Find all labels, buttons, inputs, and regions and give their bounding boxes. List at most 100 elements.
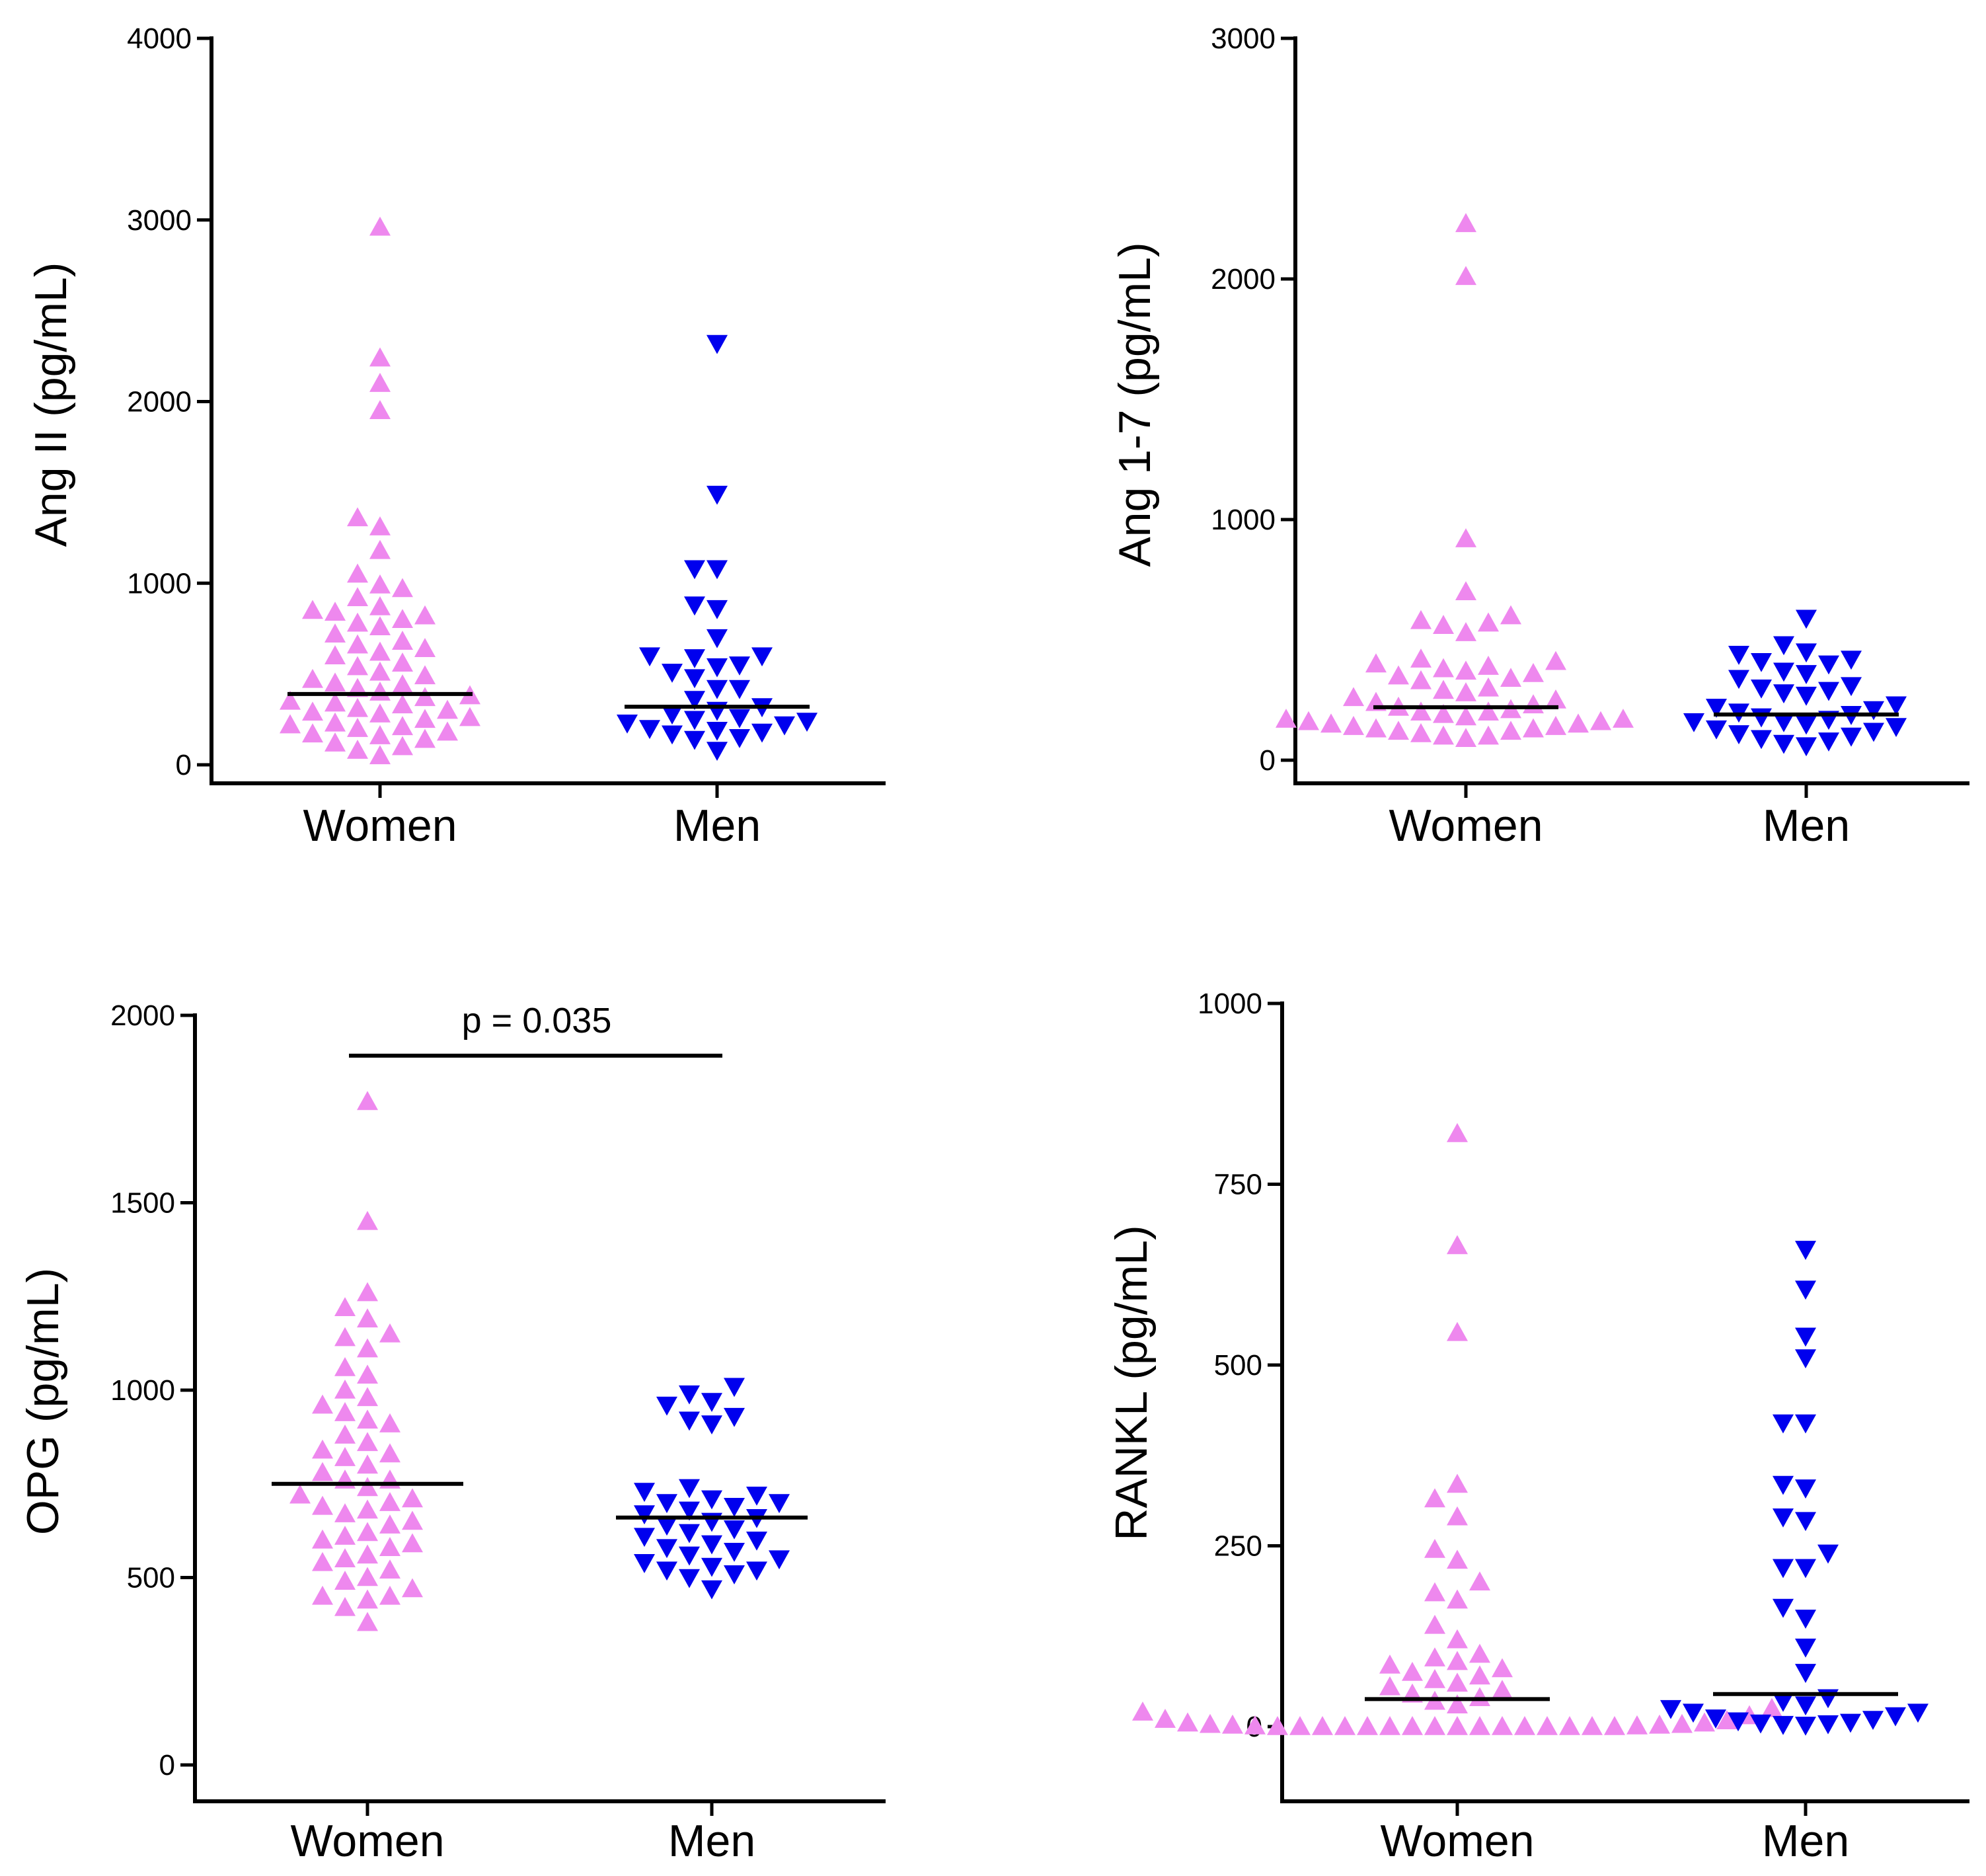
data-point-women <box>392 652 413 672</box>
data-point-men <box>656 1516 677 1536</box>
data-point-men <box>707 600 728 619</box>
panel-ang-ii: Ang II (pg/mL) 0 1000 2000 3000 4000 Women Men <box>26 22 886 851</box>
data-point-women <box>1492 1680 1513 1700</box>
data-point-women <box>347 634 368 654</box>
data-point-men <box>751 723 773 743</box>
data-point-women <box>1447 1716 1468 1735</box>
panel-rankl: RANKL (pg/mL) 02505007501000WomenMen <box>1106 988 1969 1866</box>
data-point-men <box>1796 686 1817 706</box>
data-point-men <box>1796 643 1817 663</box>
data-point-women <box>1433 658 1454 678</box>
data-point-women <box>1379 1716 1400 1735</box>
data-point-men <box>769 1494 790 1514</box>
data-point-women <box>1155 1709 1176 1728</box>
data-point-men <box>1796 737 1817 757</box>
x-tick-label-women: Women <box>290 1816 444 1866</box>
data-point-men <box>1773 662 1794 682</box>
data-point-men <box>1751 730 1772 750</box>
data-point-women <box>347 740 368 759</box>
data-point-women <box>1222 1714 1243 1734</box>
y-tick-label: 1500 <box>110 1187 175 1220</box>
data-point-women <box>414 709 436 728</box>
data-point-women <box>334 1447 356 1466</box>
data-point-women <box>1716 1710 1738 1730</box>
data-point-women <box>312 1495 333 1515</box>
y-tick-label: 0 <box>1260 744 1276 777</box>
data-point-men <box>707 560 728 580</box>
data-point-men <box>634 1528 655 1547</box>
data-point-women <box>325 712 346 732</box>
data-point-women <box>392 609 413 628</box>
data-point-women <box>379 1413 401 1432</box>
data-point-women <box>414 638 436 657</box>
data-point-men <box>684 560 705 580</box>
data-point-men <box>769 1550 790 1570</box>
data-point-women <box>302 701 323 721</box>
data-point-men <box>1862 1711 1884 1731</box>
data-point-women <box>1469 1571 1490 1590</box>
y-tick-label: 3000 <box>1211 22 1276 55</box>
data-point-women <box>1289 1716 1311 1735</box>
data-point-women <box>325 602 346 621</box>
data-point-women <box>1545 716 1566 735</box>
data-point-men <box>724 1565 745 1584</box>
data-point-men <box>729 680 750 699</box>
data-point-women <box>1469 1716 1490 1735</box>
data-point-women <box>1523 694 1544 714</box>
data-point-women <box>1469 1665 1490 1685</box>
data-point-women <box>1478 612 1499 632</box>
y-axis-label: RANKL (pg/mL) <box>1106 1225 1157 1540</box>
data-point-men <box>662 705 683 725</box>
data-point-women <box>357 1544 378 1564</box>
data-point-men <box>746 1561 767 1581</box>
data-point-women <box>1177 1712 1198 1732</box>
data-point-women <box>1447 1122 1468 1142</box>
data-point-men <box>634 1505 655 1525</box>
data-point-women <box>1478 701 1499 721</box>
data-point-men <box>1683 713 1704 732</box>
data-point-men <box>724 1497 745 1517</box>
data-point-women <box>402 1510 423 1530</box>
data-point-women <box>1132 1701 1153 1721</box>
data-point-women <box>369 641 391 661</box>
data-point-men <box>684 596 705 616</box>
data-point-men <box>1817 1689 1839 1709</box>
data-point-women <box>312 1529 333 1549</box>
data-point-women <box>302 600 323 619</box>
data-point-women <box>312 1439 333 1459</box>
data-point-women <box>1559 1716 1580 1735</box>
x-tick-label-women: Women <box>1380 1816 1534 1866</box>
y-axis-label: Ang II (pg/mL) <box>26 262 76 547</box>
data-point-women <box>312 1585 333 1605</box>
data-point-men <box>1751 652 1772 672</box>
data-point-women <box>1469 1643 1490 1663</box>
data-point-women <box>347 612 368 632</box>
data-point-women <box>1424 1488 1445 1508</box>
data-point-women <box>1694 1712 1715 1732</box>
data-point-women <box>357 1210 378 1230</box>
data-point-women <box>392 631 413 650</box>
data-point-men <box>751 647 773 667</box>
data-point-women <box>1424 1582 1445 1602</box>
data-point-men <box>1773 684 1794 704</box>
data-point-women <box>325 645 346 664</box>
data-point-men <box>1795 1610 1816 1629</box>
data-point-women <box>357 1091 378 1111</box>
data-point-women <box>1455 682 1476 701</box>
data-point-women <box>1447 1321 1468 1341</box>
data-point-women <box>325 732 346 752</box>
data-point-women <box>1357 1716 1378 1735</box>
y-axis-label: Ang 1-7 (pg/mL) <box>1110 242 1160 567</box>
data-point-men <box>684 711 705 730</box>
data-point-women <box>334 1327 356 1347</box>
data-point-women <box>379 1492 401 1511</box>
data-point-women <box>379 1585 401 1605</box>
y-tick-label: 1000 <box>110 1374 175 1407</box>
data-point-women <box>1447 1694 1468 1713</box>
data-point-men <box>724 1378 745 1397</box>
data-point-men <box>701 1580 722 1600</box>
data-point-women <box>392 674 413 693</box>
data-point-men <box>634 1554 655 1573</box>
data-point-men <box>679 1524 700 1544</box>
